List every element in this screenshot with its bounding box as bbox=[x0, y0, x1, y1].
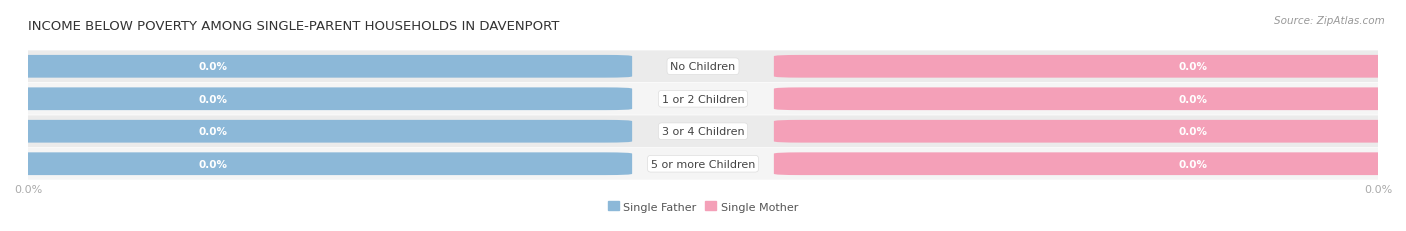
FancyBboxPatch shape bbox=[1, 120, 633, 143]
Text: 3 or 4 Children: 3 or 4 Children bbox=[662, 127, 744, 137]
FancyBboxPatch shape bbox=[773, 120, 1405, 143]
FancyBboxPatch shape bbox=[773, 56, 1405, 78]
Text: 0.0%: 0.0% bbox=[1178, 94, 1208, 104]
FancyBboxPatch shape bbox=[773, 88, 1405, 111]
Text: 0.0%: 0.0% bbox=[198, 62, 228, 72]
Text: 0.0%: 0.0% bbox=[198, 94, 228, 104]
FancyBboxPatch shape bbox=[8, 51, 1398, 83]
Legend: Single Father, Single Mother: Single Father, Single Mother bbox=[603, 197, 803, 216]
Text: INCOME BELOW POVERTY AMONG SINGLE-PARENT HOUSEHOLDS IN DAVENPORT: INCOME BELOW POVERTY AMONG SINGLE-PARENT… bbox=[28, 20, 560, 33]
FancyBboxPatch shape bbox=[8, 148, 1398, 180]
Text: Source: ZipAtlas.com: Source: ZipAtlas.com bbox=[1274, 16, 1385, 26]
Text: 0.0%: 0.0% bbox=[198, 127, 228, 137]
FancyBboxPatch shape bbox=[773, 153, 1405, 175]
Text: 0.0%: 0.0% bbox=[1178, 62, 1208, 72]
Text: 1 or 2 Children: 1 or 2 Children bbox=[662, 94, 744, 104]
Text: 0.0%: 0.0% bbox=[1178, 127, 1208, 137]
Text: 0.0%: 0.0% bbox=[198, 159, 228, 169]
Text: No Children: No Children bbox=[671, 62, 735, 72]
Text: 5 or more Children: 5 or more Children bbox=[651, 159, 755, 169]
FancyBboxPatch shape bbox=[1, 56, 633, 78]
FancyBboxPatch shape bbox=[8, 116, 1398, 148]
Text: 0.0%: 0.0% bbox=[1178, 159, 1208, 169]
FancyBboxPatch shape bbox=[1, 153, 633, 175]
FancyBboxPatch shape bbox=[8, 83, 1398, 115]
FancyBboxPatch shape bbox=[1, 88, 633, 111]
